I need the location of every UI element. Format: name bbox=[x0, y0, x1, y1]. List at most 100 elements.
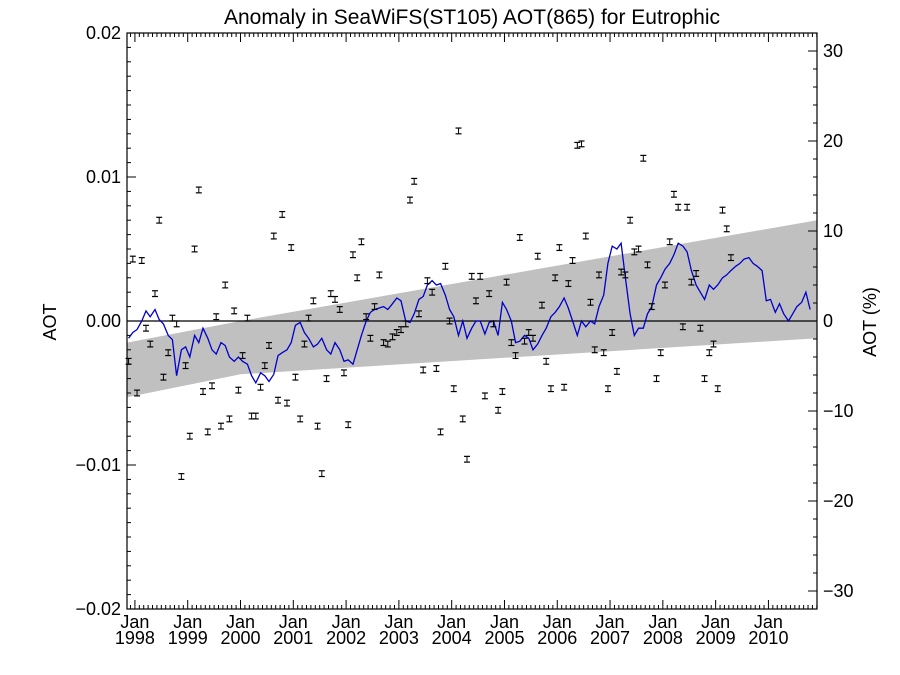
data-point bbox=[292, 373, 299, 381]
data-point bbox=[675, 203, 682, 211]
data-point bbox=[327, 290, 334, 298]
x-tick-label-month: Jan bbox=[596, 612, 625, 632]
data-point bbox=[569, 257, 576, 264]
data-point bbox=[129, 255, 136, 263]
x-tick-label-month: Jan bbox=[648, 612, 677, 632]
data-point bbox=[640, 154, 647, 162]
data-point bbox=[318, 470, 325, 478]
data-point bbox=[288, 244, 295, 252]
data-point bbox=[450, 385, 457, 393]
y-tick-label-right: 30 bbox=[823, 41, 843, 61]
data-point bbox=[380, 339, 387, 347]
data-point bbox=[257, 383, 264, 391]
data-point bbox=[138, 257, 145, 264]
data-point bbox=[147, 340, 154, 348]
data-point bbox=[503, 278, 510, 286]
data-point bbox=[252, 412, 259, 420]
data-point bbox=[727, 254, 734, 262]
data-point bbox=[635, 245, 642, 253]
data-point bbox=[402, 320, 409, 328]
uncertainty-band-layer bbox=[127, 220, 817, 398]
x-tick-label-year: 1998 bbox=[115, 628, 155, 648]
x-tick-label-month: Jan bbox=[120, 612, 149, 632]
data-point bbox=[587, 298, 594, 306]
x-tick-label-month: Jan bbox=[173, 612, 202, 632]
chart-title: Anomaly in SeaWiFS(ST105) AOT(865) for E… bbox=[224, 6, 720, 29]
data-point bbox=[627, 216, 634, 224]
x-tick-label-year: 2007 bbox=[590, 628, 630, 648]
data-point bbox=[235, 386, 242, 394]
data-point bbox=[191, 245, 198, 253]
data-point bbox=[561, 383, 568, 391]
data-point bbox=[600, 349, 607, 357]
data-point bbox=[609, 329, 616, 336]
y-tick-label-left: 0.02 bbox=[86, 23, 121, 43]
y-axis-title-left: AOT bbox=[40, 303, 60, 340]
data-point bbox=[653, 375, 660, 383]
data-point bbox=[208, 382, 215, 390]
x-tick-label-year: 2000 bbox=[220, 628, 260, 648]
y-tick-label-left: 0.00 bbox=[86, 311, 121, 331]
data-point bbox=[389, 333, 396, 341]
data-point bbox=[274, 396, 281, 404]
data-point bbox=[213, 313, 220, 321]
data-point bbox=[433, 365, 440, 372]
data-point bbox=[231, 307, 238, 315]
data-point bbox=[222, 281, 229, 289]
axes-layer: 0.020.010.00−0.01−0.023020100−10−20−30Ja… bbox=[75, 23, 853, 648]
data-point bbox=[173, 320, 180, 328]
data-point bbox=[495, 406, 502, 414]
data-point bbox=[305, 314, 312, 322]
data-point bbox=[723, 225, 730, 233]
y-tick-label-left: −0.02 bbox=[75, 599, 121, 619]
data-point bbox=[578, 140, 585, 148]
x-tick-label-month: Jan bbox=[490, 612, 519, 632]
data-point bbox=[151, 290, 158, 298]
data-point bbox=[354, 274, 361, 282]
data-point bbox=[591, 346, 598, 354]
data-point bbox=[393, 329, 400, 336]
data-point bbox=[512, 352, 519, 360]
data-point bbox=[424, 277, 431, 285]
x-tick-label-year: 2001 bbox=[273, 628, 313, 648]
data-point bbox=[244, 314, 251, 322]
data-point bbox=[420, 366, 427, 374]
x-tick-label-month: Jan bbox=[279, 612, 308, 632]
data-point bbox=[156, 216, 163, 224]
data-point bbox=[499, 388, 506, 396]
data-point bbox=[468, 272, 475, 280]
data-point bbox=[204, 428, 211, 436]
data-point bbox=[701, 375, 708, 383]
running-mean-line bbox=[128, 241, 811, 385]
y-tick-label-right: −20 bbox=[823, 491, 854, 511]
x-tick-label-year: 2009 bbox=[696, 628, 736, 648]
data-point bbox=[266, 342, 273, 349]
x-tick-label-year: 2008 bbox=[643, 628, 683, 648]
data-point bbox=[556, 244, 563, 252]
y-tick-label-left: 0.01 bbox=[86, 167, 121, 187]
x-tick-label-month: Jan bbox=[754, 612, 783, 632]
data-point bbox=[463, 455, 470, 463]
data-point bbox=[186, 432, 193, 440]
data-point bbox=[644, 261, 651, 269]
data-point bbox=[169, 314, 176, 322]
data-point bbox=[574, 141, 581, 149]
data-point bbox=[481, 392, 488, 400]
data-point bbox=[376, 271, 383, 279]
data-point bbox=[200, 388, 207, 396]
data-point bbox=[486, 290, 493, 298]
data-point bbox=[547, 385, 554, 393]
data-point bbox=[297, 415, 304, 423]
data-point bbox=[261, 362, 268, 370]
x-tick-label-year: 2004 bbox=[432, 628, 472, 648]
data-point bbox=[429, 288, 436, 296]
data-point bbox=[595, 271, 602, 279]
data-point bbox=[508, 339, 515, 347]
x-tick-label-year: 2003 bbox=[379, 628, 419, 648]
data-point bbox=[565, 280, 572, 288]
data-point bbox=[521, 337, 528, 345]
uncertainty-band bbox=[127, 220, 817, 398]
data-point bbox=[472, 297, 479, 305]
data-point bbox=[666, 238, 673, 246]
